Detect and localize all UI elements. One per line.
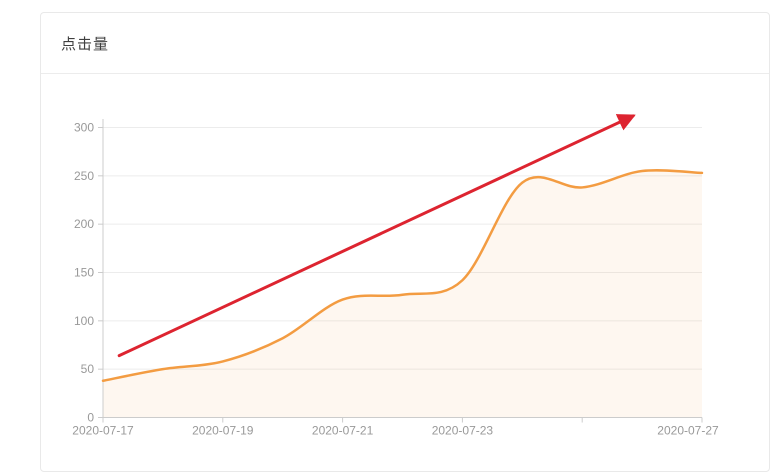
y-axis-label: 150 xyxy=(74,266,94,280)
card-header: 点击量 xyxy=(41,13,769,74)
y-axis-label: 250 xyxy=(74,169,94,183)
x-axis-label: 2020-07-21 xyxy=(312,424,374,438)
x-axis-label: 2020-07-19 xyxy=(192,424,254,438)
series-line xyxy=(101,168,704,383)
chart-container[interactable]: 0 50 100 150 200 250 300 2020-07-17 2020-07-19 20… xyxy=(41,74,769,458)
y-axis-label: 200 xyxy=(74,217,94,231)
y-axis-label: 100 xyxy=(74,314,94,328)
x-axis-label: 2020-07-23 xyxy=(432,424,494,438)
card-title: 点击量 xyxy=(61,35,110,53)
clicks-line-chart[interactable]: 0 50 100 150 200 250 300 2020-07-17 2020-07-19 20… xyxy=(41,74,768,446)
x-axis-label: 2020-07-17 xyxy=(72,424,134,438)
y-axis-label: 0 xyxy=(87,411,94,425)
y-axis-label: 50 xyxy=(81,362,95,376)
clicks-card: 点击量 0 50 100 150 200 250 300 2020-07-17 2020-07-… xyxy=(40,12,770,472)
x-axis-label: 2020-07-27 xyxy=(657,424,719,438)
y-axis-label: 300 xyxy=(74,121,94,135)
trend-arrow xyxy=(117,114,636,358)
series-area-fill xyxy=(103,170,702,418)
